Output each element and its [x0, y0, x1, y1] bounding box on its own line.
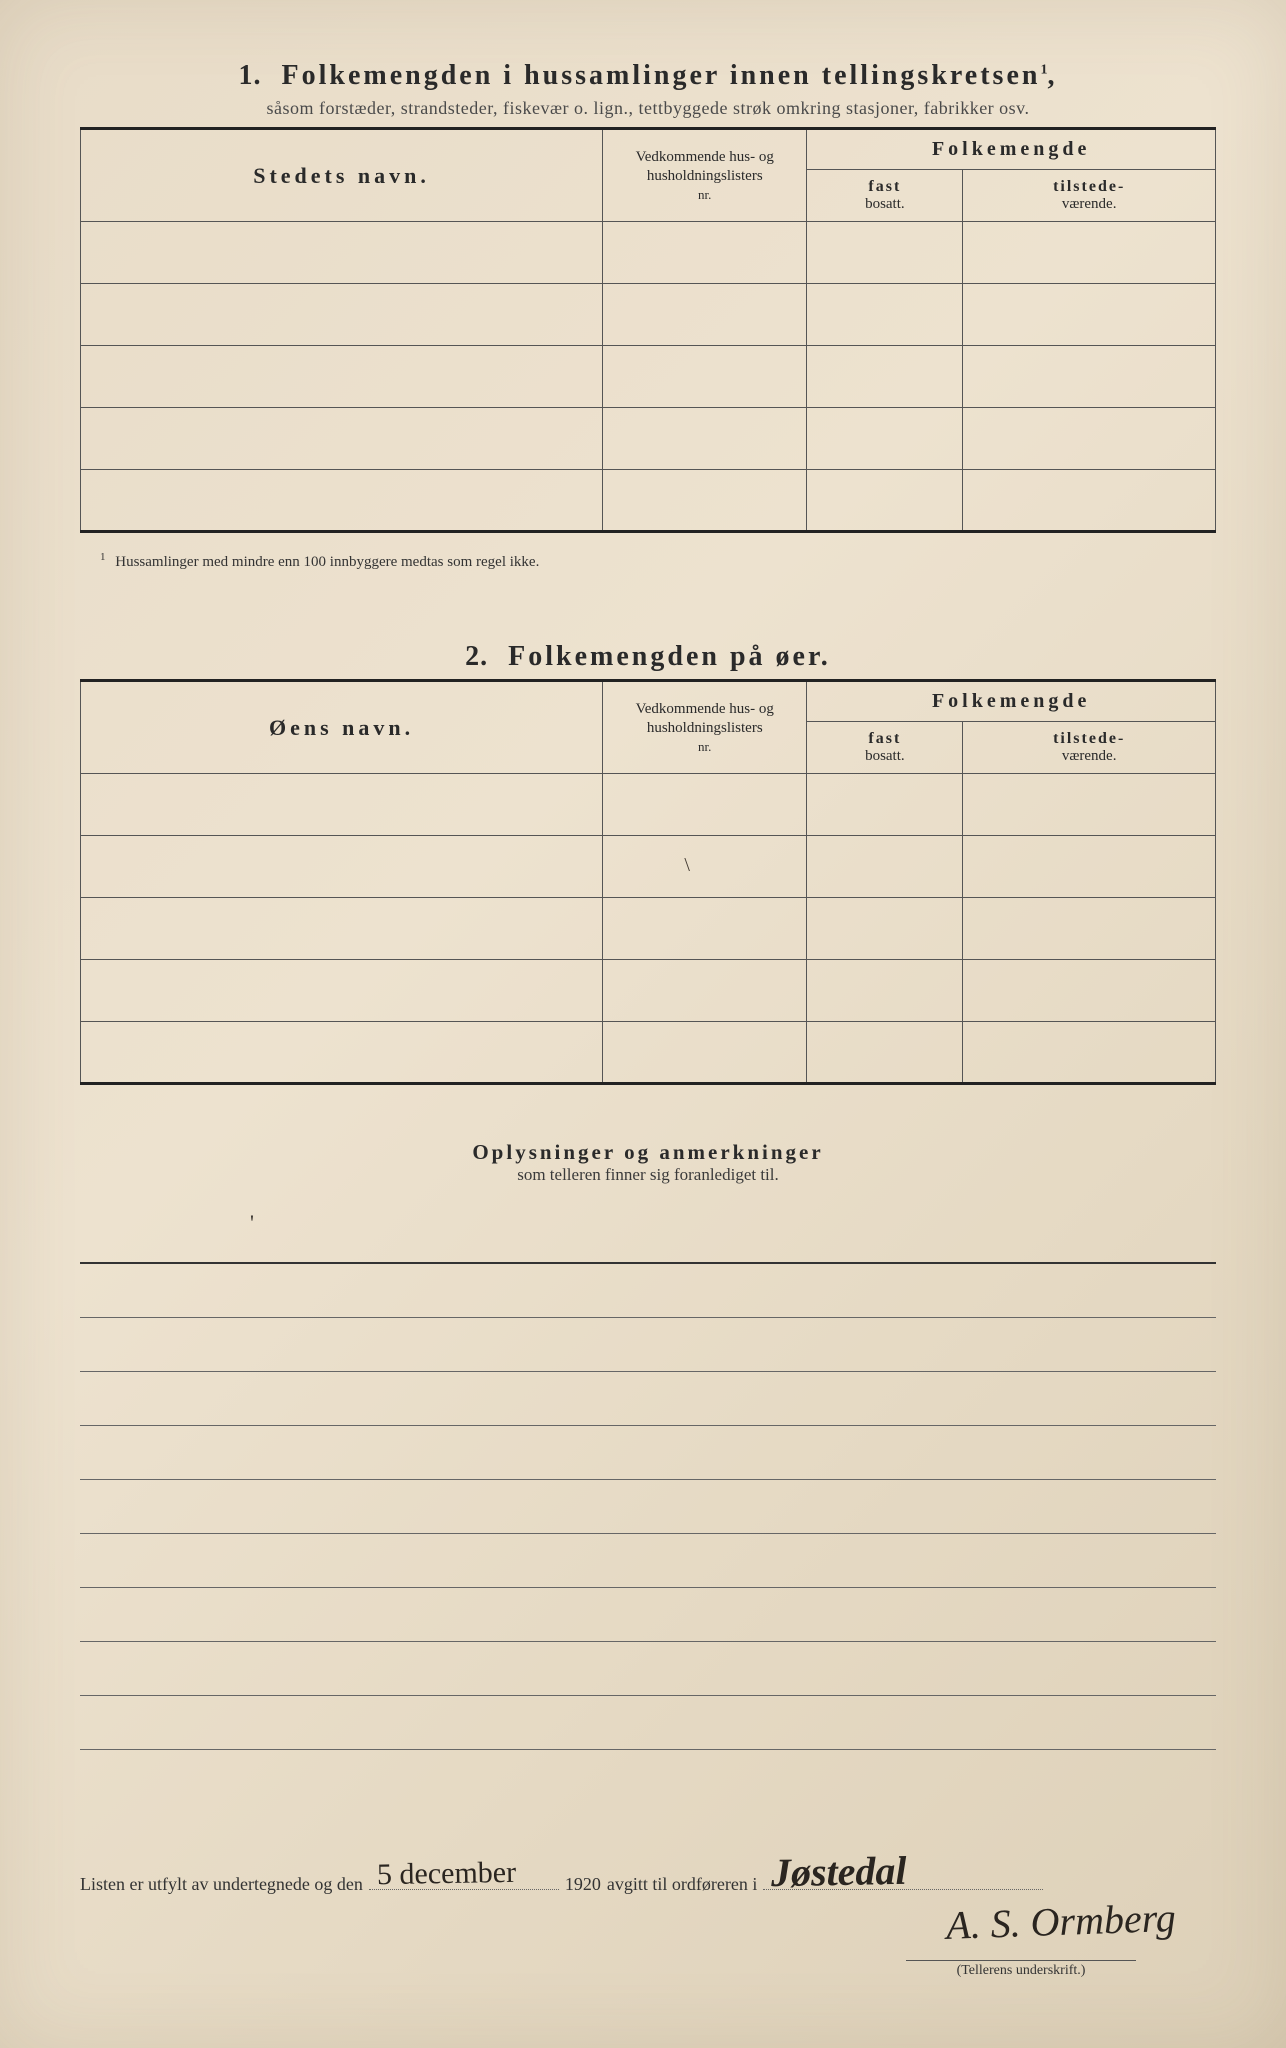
section1-subtitle: såsom forstæder, strandsteder, fiskevær …: [80, 98, 1216, 119]
table-cell: [963, 284, 1216, 346]
col-stedets-navn: Stedets navn.: [81, 129, 603, 222]
section2-rows: \: [81, 774, 1216, 1084]
table-cell: [963, 1022, 1216, 1084]
census-form-page: 1. Folkemengden i hussamlinger innen tel…: [0, 0, 1286, 2048]
col-fast: fast bosatt.: [807, 170, 963, 222]
signature-area: Listen er utfylt av undertegnede og den …: [80, 1870, 1216, 1979]
table-row: \: [81, 836, 1216, 898]
table-row: [81, 346, 1216, 408]
sig-year: 1920: [565, 1874, 601, 1895]
table-cell: [603, 960, 807, 1022]
col-tilstede: tilstede- værende.: [963, 170, 1216, 222]
section2-table: Øens navn. Vedkommende hus- og husholdni…: [80, 679, 1216, 1085]
table-row: [81, 222, 1216, 284]
section1-rows: [81, 222, 1216, 532]
table-cell: [603, 898, 807, 960]
section1-title: 1. Folkemengden i hussamlinger innen tel…: [80, 60, 1216, 92]
table-cell: [807, 284, 963, 346]
table-cell: [963, 470, 1216, 532]
table-cell: [603, 1022, 807, 1084]
table-cell: [807, 222, 963, 284]
ruled-line: [80, 1642, 1216, 1696]
table-cell: [81, 836, 603, 898]
table-row: [81, 470, 1216, 532]
table-cell: [81, 470, 603, 532]
col-lists: Vedkommende hus- og husholdningslisters …: [603, 129, 807, 222]
section1-title-text: Folkemengden i hussamlinger innen tellin…: [282, 60, 1041, 91]
table-row: [81, 960, 1216, 1022]
table-cell: [81, 1022, 603, 1084]
table-cell: [603, 284, 807, 346]
table-cell: [807, 470, 963, 532]
section2-title: 2. Folkemengden på øer.: [80, 641, 1216, 673]
table-cell: [81, 346, 603, 408]
ruled-line: [80, 1372, 1216, 1426]
table-cell: [963, 408, 1216, 470]
table-cell: [81, 774, 603, 836]
col-fast2: fast bosatt.: [807, 722, 963, 774]
ruled-line: [80, 1480, 1216, 1534]
sig-place-blank: Jøstedal: [763, 1870, 1043, 1890]
table-cell: [807, 408, 963, 470]
table-cell: [81, 960, 603, 1022]
table-cell: [807, 836, 963, 898]
table-cell: [81, 898, 603, 960]
sig-prefix: Listen er utfylt av undertegnede og den: [80, 1874, 363, 1895]
table-cell: [807, 774, 963, 836]
table-cell: [963, 346, 1216, 408]
col-oens-navn: Øens navn.: [81, 681, 603, 774]
stray-mark: ': [250, 1210, 254, 1236]
section1-table: Stedets navn. Vedkommende hus- og hushol…: [80, 127, 1216, 533]
section1-number: 1.: [239, 60, 262, 91]
col-folkemengde2: Folkemengde: [807, 681, 1216, 722]
ruled-line: [80, 1588, 1216, 1642]
table-cell: [603, 774, 807, 836]
col-folkemengde: Folkemengde: [807, 129, 1216, 170]
table-cell: [807, 346, 963, 408]
sig-place-handwritten: Jøstedal: [771, 1847, 907, 1896]
table-cell: [807, 960, 963, 1022]
table-cell: [81, 222, 603, 284]
table-cell: [963, 836, 1216, 898]
table-cell: [603, 346, 807, 408]
sig-date-blank: 5 december: [369, 1870, 559, 1890]
table-cell: \: [603, 836, 807, 898]
sig-date-handwritten: 5 december: [377, 1856, 517, 1892]
ruled-line: [80, 1426, 1216, 1480]
table-row: [81, 774, 1216, 836]
table-cell: [81, 408, 603, 470]
table-cell: [603, 408, 807, 470]
table-row: [81, 284, 1216, 346]
section2-number: 2.: [465, 641, 488, 672]
table-cell: [963, 898, 1216, 960]
notes-lines: [80, 1210, 1216, 1750]
col-tilstede2: tilstede- værende.: [963, 722, 1216, 774]
table-cell: [807, 1022, 963, 1084]
stray-mark: \: [684, 854, 690, 877]
table-cell: [963, 222, 1216, 284]
table-row: [81, 898, 1216, 960]
table-cell: [963, 960, 1216, 1022]
table-row: [81, 408, 1216, 470]
ruled-line: [80, 1318, 1216, 1372]
table-cell: [603, 470, 807, 532]
table-cell: [81, 284, 603, 346]
ruled-line: [80, 1264, 1216, 1318]
table-cell: [603, 222, 807, 284]
table-row: [81, 1022, 1216, 1084]
notes-subtitle: som telleren finner sig foranlediget til…: [80, 1165, 1216, 1185]
table-cell: [807, 898, 963, 960]
signature-caption: (Tellerens underskrift.): [906, 1960, 1136, 1979]
ruled-line: [80, 1696, 1216, 1750]
ruled-line: [80, 1534, 1216, 1588]
section2-title-text: Folkemengden på øer.: [508, 641, 831, 672]
table-cell: [963, 774, 1216, 836]
sig-mid: avgitt til ordføreren i: [607, 1874, 757, 1895]
col-lists2: Vedkommende hus- og husholdningslisters …: [603, 681, 807, 774]
section1-footnote: 1 Hussamlinger med mindre enn 100 innbyg…: [80, 551, 1216, 571]
signature-line: Listen er utfylt av undertegnede og den …: [80, 1870, 1216, 1895]
notes-title: Oplysninger og anmerkninger: [80, 1140, 1216, 1165]
